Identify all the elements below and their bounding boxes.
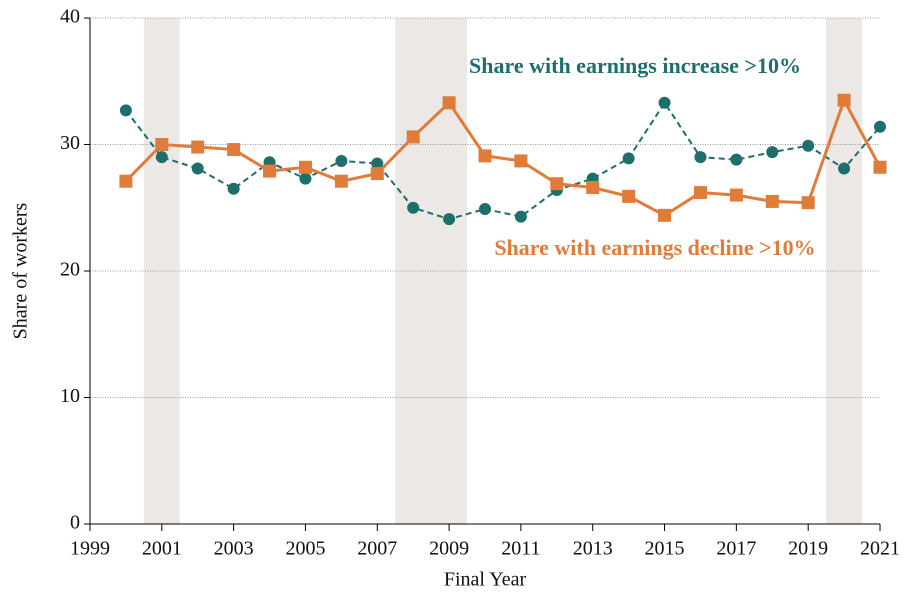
point [191,162,204,175]
point [765,194,779,208]
series-line [125,100,881,221]
y-tick-label: 20 [60,259,80,281]
point [658,96,671,109]
series-annotation: Share with earnings decline >10% [494,235,815,260]
x-tick-label: 2017 [716,538,756,560]
point [658,208,672,222]
x-tick-label: 2013 [573,538,613,560]
point [479,203,491,216]
y-tick-label: 30 [60,132,80,154]
x-tick-label: 2015 [645,538,685,560]
point [155,138,169,151]
point [766,146,779,159]
series-line [124,96,882,218]
point [514,154,528,168]
x-tick-label: 2003 [214,538,254,560]
point [478,149,492,163]
point [335,154,348,167]
x-tick-label: 2019 [788,538,828,560]
point [802,139,815,152]
x-tick-label: 2021 [860,538,900,560]
y-tick-label: 40 [60,6,80,28]
x-tick-label: 2001 [142,538,182,560]
point [874,120,886,133]
point [298,160,312,174]
point [227,182,240,195]
point [442,96,456,110]
point [837,93,851,107]
point [550,177,564,191]
point [443,213,456,226]
x-tick-label: 2011 [501,538,540,560]
point [729,188,743,202]
y-axis-label: Share of workers [10,202,32,339]
x-tick-label: 2007 [357,538,397,560]
point [838,162,851,175]
point [622,152,635,165]
point [730,153,743,166]
point [334,174,348,188]
recession-band [143,18,180,524]
x-axis-label: Final Year [444,569,527,591]
x-tick-label: 1999 [70,538,110,560]
point [514,210,527,223]
y-tick-label: 10 [60,385,80,407]
point [407,201,420,214]
point [371,157,384,170]
point [263,164,277,178]
point [406,130,420,144]
point [191,140,205,154]
point [693,186,707,200]
y-tick-label: 0 [70,512,80,534]
x-tick-label: 2005 [285,538,325,560]
point [155,151,168,164]
series-annotation: Share with earnings increase >10% [469,53,801,78]
point [622,189,636,203]
point [370,167,384,181]
point [586,181,600,195]
point [694,151,707,164]
point [299,172,312,185]
point [119,104,132,117]
point [119,174,133,188]
x-tick-label: 2009 [429,538,469,560]
point [873,160,887,174]
point [227,143,241,157]
point [801,196,815,210]
